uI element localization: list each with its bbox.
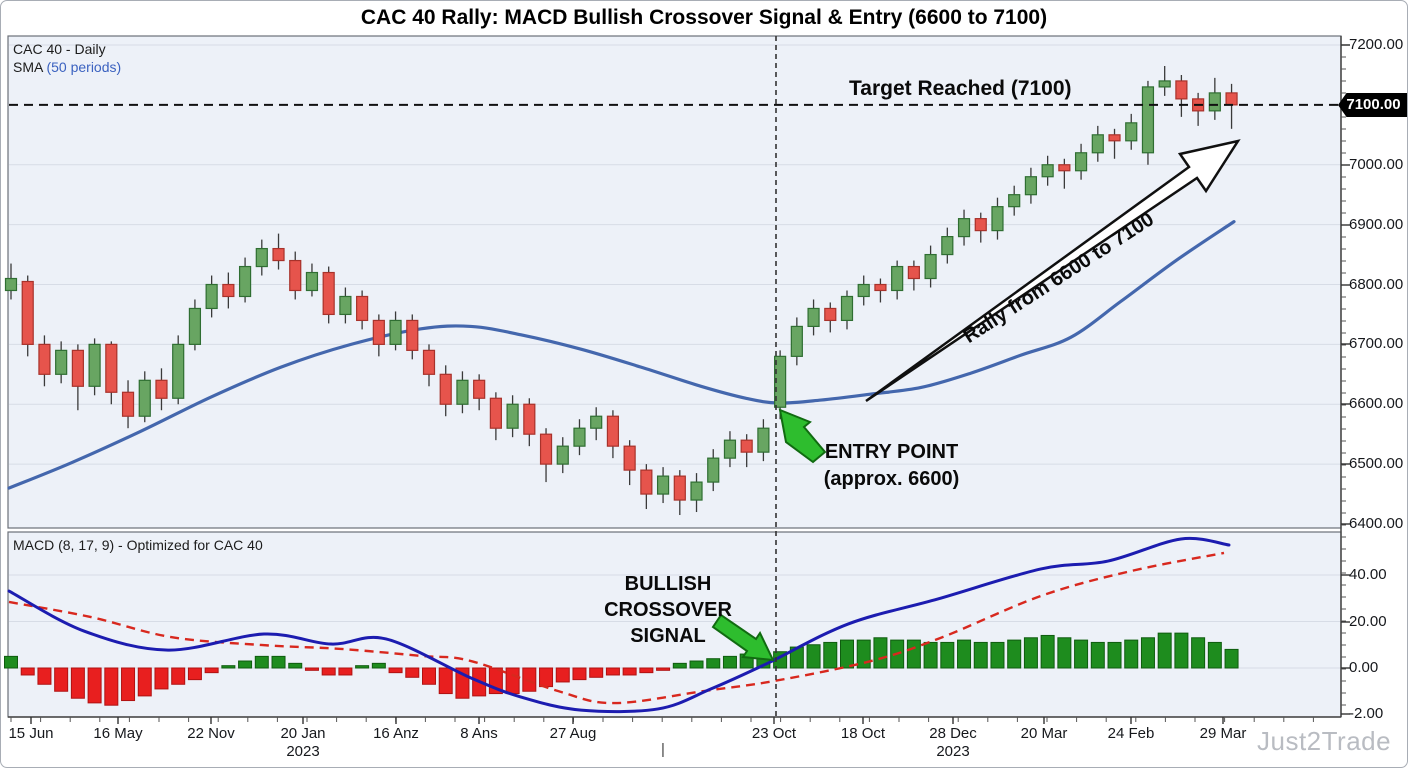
price-axis-label: 6800.00 — [1349, 276, 1404, 293]
macd-axis-label: 40.00 — [1349, 566, 1387, 583]
sma-legend-label: SMA (50 periods) — [13, 58, 121, 76]
chart-title: CAC 40 Rally: MACD Bullish Crossover Sig… — [360, 6, 1048, 29]
rally-arrow — [865, 139, 1241, 403]
macd-axis-label: -2.00 — [1349, 705, 1384, 722]
x-axis-label: 23 Oct — [751, 725, 797, 742]
macd-axis-label: 0.00 — [1349, 659, 1379, 676]
x-axis-label: 16 Anz — [373, 725, 419, 742]
price-axis-label: 7000.00 — [1349, 156, 1404, 173]
x-axis-label: 29 Mar — [1199, 725, 1247, 742]
macd-axis-label: 20.00 — [1349, 613, 1387, 630]
bullish-crossover-annotation: BULLISH CROSSOVER SIGNAL — [578, 571, 758, 649]
target-reached-annotation: Target Reached (7100) — [849, 77, 1072, 100]
entry-point-line1: ENTRY POINT — [824, 441, 959, 463]
broker-watermark: Just2Trade — [1257, 726, 1392, 756]
price-axis-label: 6600.00 — [1349, 395, 1404, 412]
target-price-tag: 7100.00 — [1338, 93, 1407, 117]
bullish-crossover-line1: BULLISH — [624, 573, 712, 595]
x-axis-year-label: 2023 — [936, 743, 970, 760]
x-axis-label: 20 Jan — [280, 725, 326, 742]
x-axis-label: 20 Mar — [1020, 725, 1068, 742]
x-axis-year-label: 2023 — [286, 743, 320, 760]
price-axis-label: 6500.00 — [1349, 455, 1404, 472]
stray-axis-mark: | — [661, 741, 665, 758]
chart-legend: CAC 40 - Daily SMA (50 periods) — [13, 40, 121, 76]
price-axis-label: 6400.00 — [1349, 515, 1404, 532]
sma-legend-period: (50 periods) — [42, 59, 122, 75]
x-axis-label: 16 May — [93, 725, 143, 742]
sma-legend-prefix: SMA — [13, 59, 43, 75]
symbol-timeframe-label: CAC 40 - Daily — [13, 41, 106, 57]
price-axis-label: 6900.00 — [1349, 216, 1404, 233]
x-axis-label: 28 Dec — [929, 725, 977, 742]
x-axis-label: 15 Jun — [8, 725, 54, 742]
price-axis-label: 7200.00 — [1349, 36, 1404, 53]
x-axis-label: 22 Nov — [187, 725, 235, 742]
price-axis-label: 6700.00 — [1349, 335, 1404, 352]
entry-arrow — [778, 408, 827, 464]
x-axis-label: 27 Aug — [549, 725, 597, 742]
entry-point-line2: (approx. 6600) — [823, 468, 960, 490]
entry-point-annotation: ENTRY POINT (approx. 6600) — [799, 439, 984, 493]
bullish-crossover-line2: CROSSOVER — [604, 599, 732, 621]
crossover-arrow — [711, 613, 775, 662]
x-axis-label: 18 Oct — [840, 725, 886, 742]
x-axis-label: 24 Feb — [1107, 725, 1155, 742]
macd-panel-label: MACD (8, 17, 9) - Optimized for CAC 40 — [13, 537, 263, 553]
bullish-crossover-line3: SIGNAL — [630, 625, 706, 647]
x-axis-label: 8 Ans — [460, 725, 498, 742]
